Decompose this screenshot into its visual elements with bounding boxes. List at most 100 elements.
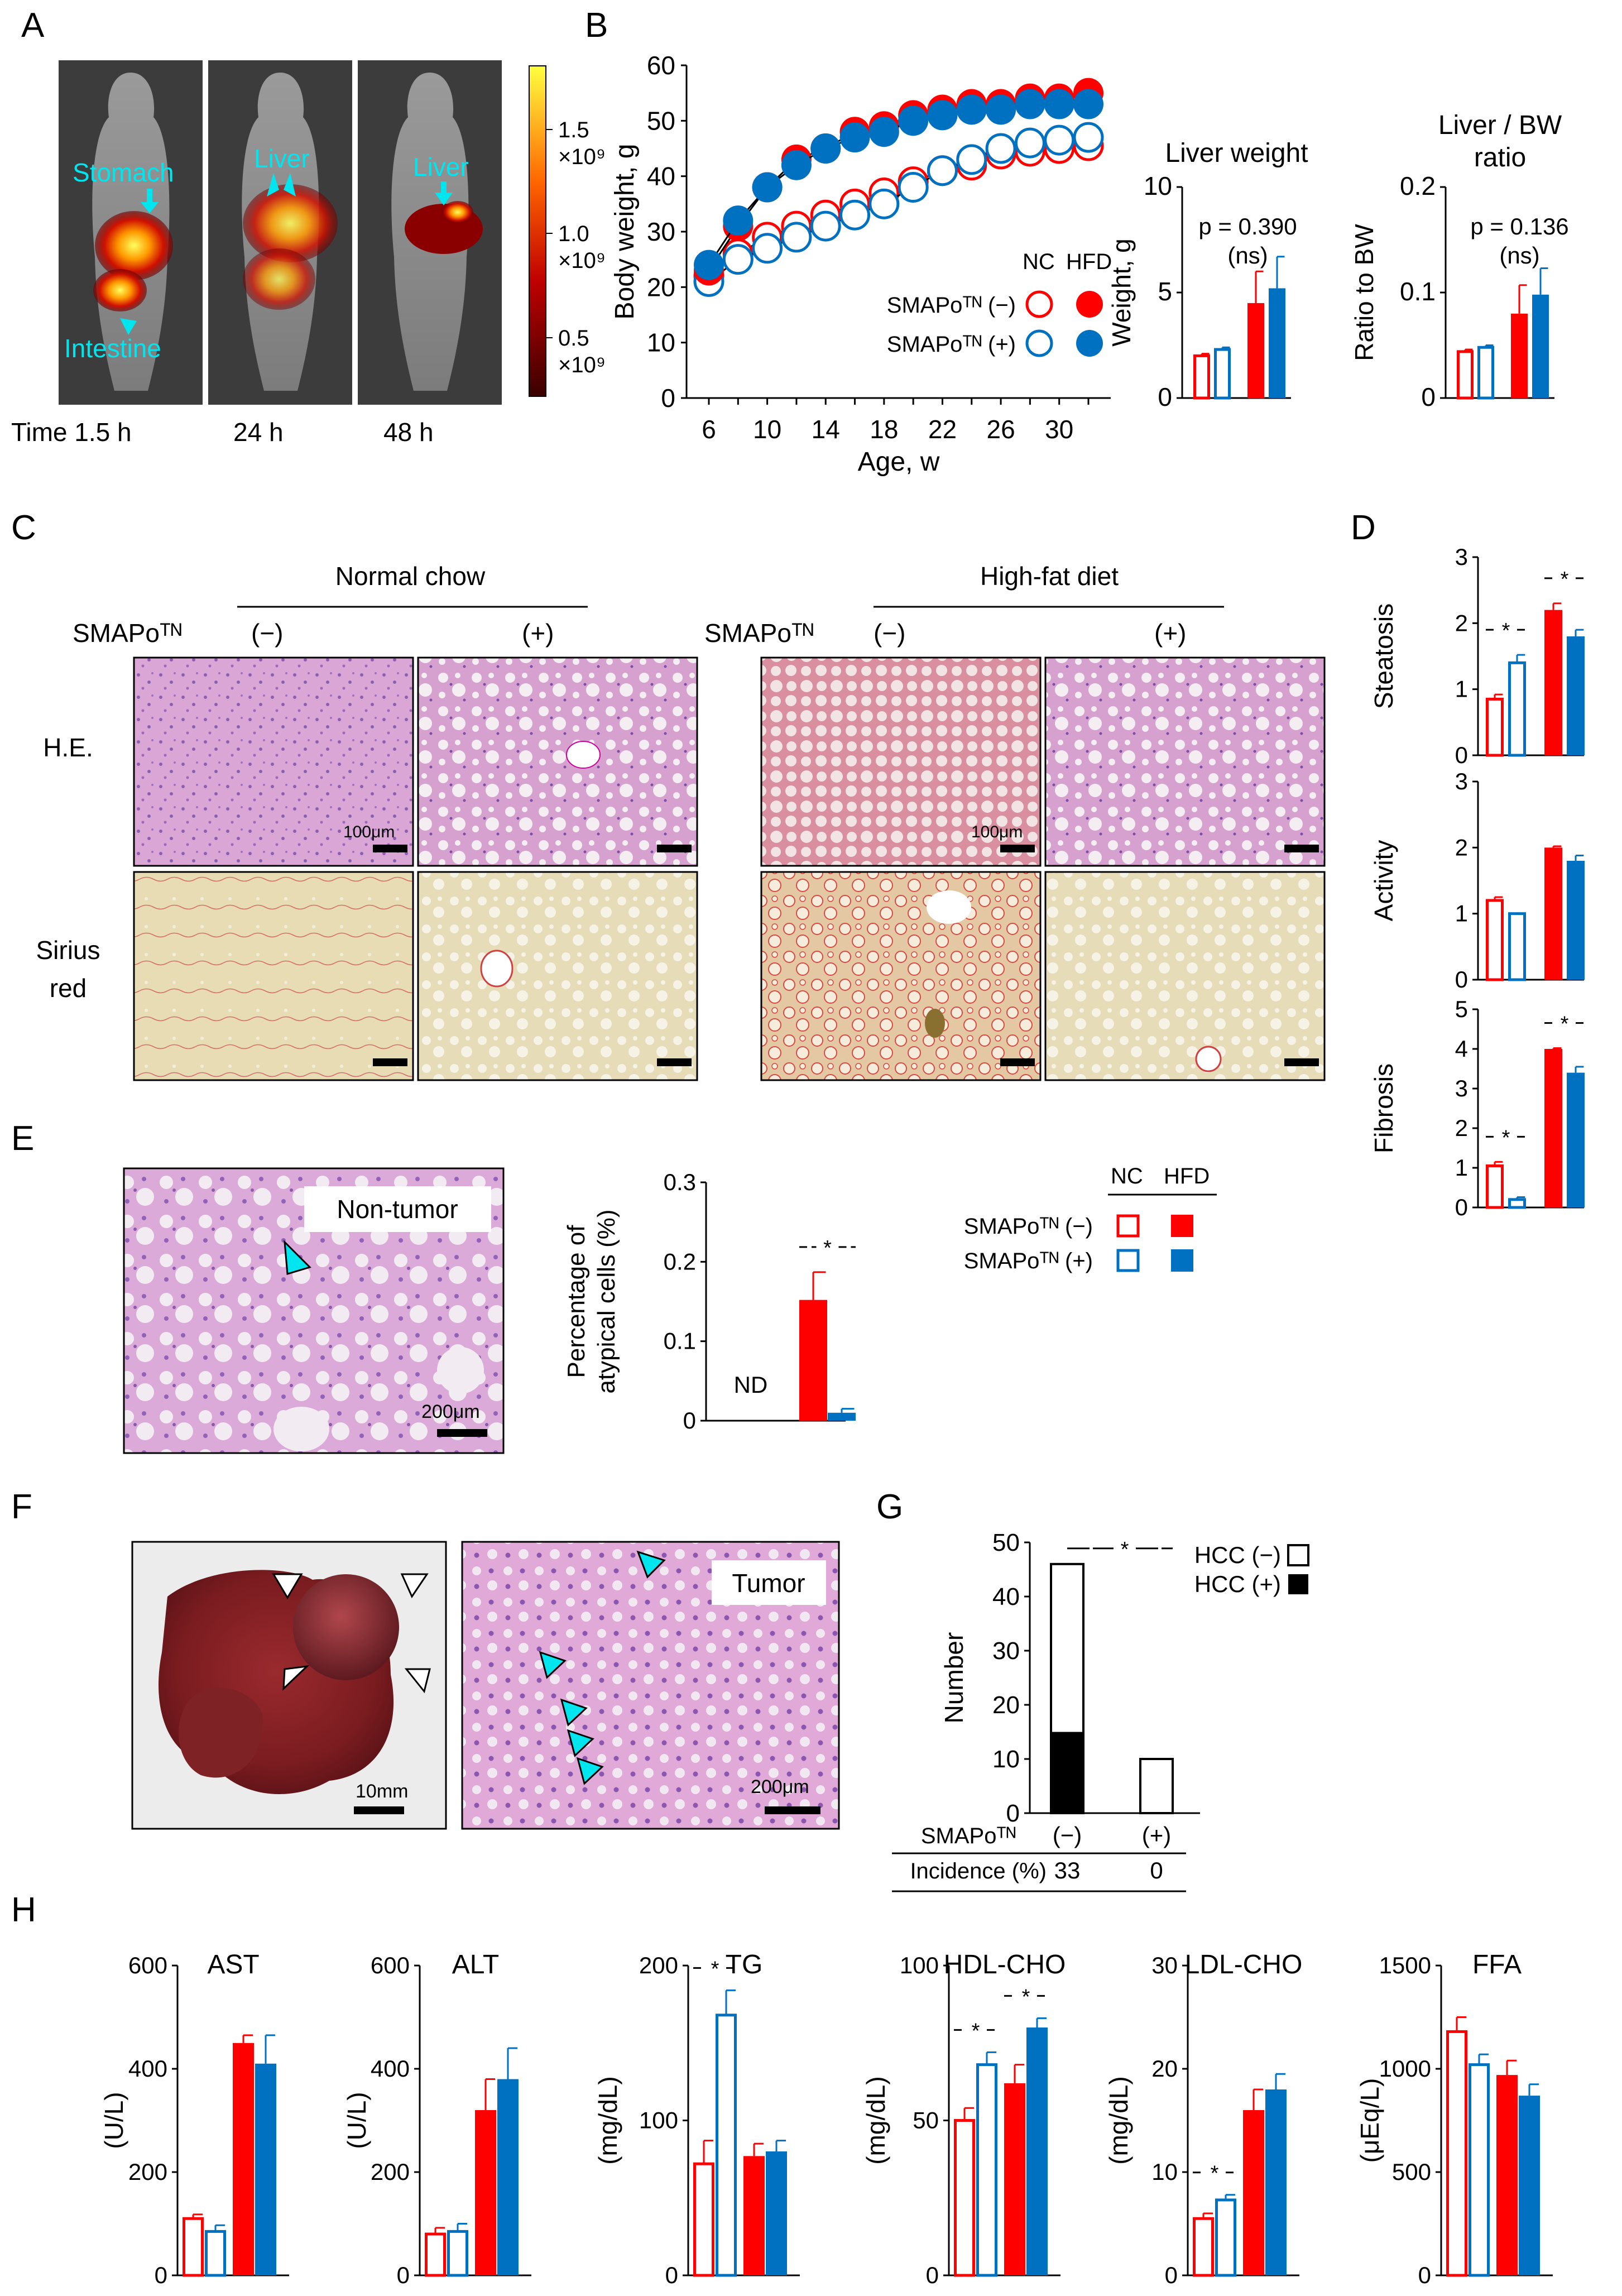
data-point [810,210,841,242]
y-axis-label: Body weight, g [610,144,640,320]
x-tick-label: 10 [753,415,781,444]
y-axis-label: (mg/dL) [1104,2076,1133,2164]
significance-star: * [823,1236,832,1260]
time-label-1h: Time 1.5 h [11,418,132,447]
y-tick-label: 0 [683,1407,696,1434]
label-liver-24h: Liver [254,144,310,173]
minus-label-nc: (−) [251,619,284,648]
scale-label: 100μm [971,823,1023,841]
colorbar [529,65,546,397]
y-axis-label: (U/L) [99,2092,128,2149]
y-tick-label: 600 [128,1952,167,1978]
signal-liver [243,184,338,262]
colorbar-exp: ×10⁹ [558,353,606,377]
bar [1477,346,1494,400]
panel-letter-d: D [1351,509,1376,547]
legend-nc: NC [1023,250,1055,274]
arrowhead-icon [576,1757,604,1785]
data-point [752,172,783,203]
legend-hcc-negative: HCC (−) [1194,1542,1281,1568]
chart-title: HDL-CHO [944,1950,1066,1979]
legend-hfd: HFD [1066,250,1112,274]
scale-bar [373,845,407,852]
scale-bar [373,1058,407,1066]
y-tick-label: 400 [128,2055,167,2082]
scale-label: 200μm [751,1776,809,1798]
panel-letter-a: A [21,6,45,45]
bar [1519,2096,1540,2275]
liver-bw-ratio-chart: 0 0.1 0.2 Ratio to BW Liver / BW ratio p = 0.1… [1350,111,1569,411]
data-point [985,133,1016,164]
ldl-chart: 0 10 20 30 (mg/dL) LDL-CHO * [1104,1950,1302,2288]
x-tick-label: 18 [870,415,898,444]
data-point [839,122,870,153]
legend-hfd: HFD [1164,1164,1210,1188]
y-tick-label: 0 [1455,742,1468,768]
ns-label: (ns) [1227,242,1268,269]
y-tick-label: 200 [639,1952,678,1978]
hcc-number-chart: 0 10 20 30 40 50 Number * HCC (−) HCC (+) SMAPoᵀᴺ (… [892,1529,1309,1892]
legend-minus: SMAPoᵀᴺ (−) [964,1214,1093,1239]
bar [1511,313,1528,398]
bar [799,1300,827,1421]
y-axis-label: Number [939,1632,968,1724]
time-label-24h: 24 h [233,418,284,447]
bar [1567,861,1585,980]
data-point [1015,89,1045,119]
significance-star: * [1121,1538,1129,1561]
chart-title: Liver / BW [1438,111,1562,140]
y-axis-label: (U/L) [342,2092,371,2149]
tumor-histology-image: Tumor 200μm [461,1541,840,1830]
y-tick-label: 30 [1151,1952,1178,1978]
fibrosis-chart: 0 1 2 3 4 5 Fibrosis * * [1369,996,1585,1220]
significance-star: * [1502,1126,1510,1149]
bar [954,2119,975,2277]
atypical-cells-chart: 0 0.1 0.2 0.3 Percentage of atypical cells (%… [563,1169,856,1434]
y-tick-label: 0 [1158,382,1172,411]
arrowhead-icon [272,1573,303,1599]
bar [1193,2217,1214,2277]
signal-gut [243,248,315,310]
data-point [1073,122,1104,153]
scale-bar [1284,1058,1319,1066]
colorbar-exp: ×10⁹ [558,248,606,273]
arrowhead-icon [567,1729,594,1757]
y-axis-label: Ratio to BW [1350,224,1379,361]
signal-stomach [95,211,173,280]
smapo-label-nc: SMAPoᵀᴺ [73,619,182,648]
bar [1567,636,1585,755]
data-point [868,188,900,219]
label-liver-48h: Liver [413,152,469,181]
histology-panel-c: Normal chow High-fat diet SMAPoᵀᴺ (−) (+… [36,562,1326,1081]
scale-label: 100μm [343,823,395,841]
arrowhead-icon [404,1668,431,1694]
legend-marker-nc-minus [1116,1214,1140,1238]
colorbar-tick: 1.0 [558,222,589,246]
data-point [752,233,783,264]
legend-marker-nc-minus [1025,290,1053,318]
signal-intestine [93,269,147,311]
arrow-icon [435,181,453,205]
y-tick-label: 0.1 [664,1328,696,1354]
y-tick-label: 0 [155,2262,167,2288]
y-tick-label: 50 [992,1529,1020,1556]
bar [1193,354,1210,400]
plus-label-hfd: (+) [1154,619,1187,648]
x-axis-label: Age, w [858,447,940,477]
bar [183,2217,204,2277]
y-tick-label: 100 [639,2107,678,2134]
signal-liver-hot [442,201,473,223]
bar [1486,1164,1504,1209]
p-value-label: p = 0.136 [1470,213,1568,239]
data-point [781,222,812,253]
arrowhead-icon [539,1651,567,1679]
y-axis-label: Fibrosis [1369,1063,1398,1153]
y-tick-label: 20 [1151,2055,1178,2082]
bar [1532,294,1549,398]
panel-letter-h: H [11,1891,36,1929]
hdl-chart: 0 50 100 (mg/dL) HDL-CHO * * [861,1950,1066,2288]
sr-hfd-plus-image [1044,871,1326,1081]
chart-title: AST [207,1950,259,1979]
bar [1214,348,1231,400]
x-tick-label: 6 [702,415,716,444]
